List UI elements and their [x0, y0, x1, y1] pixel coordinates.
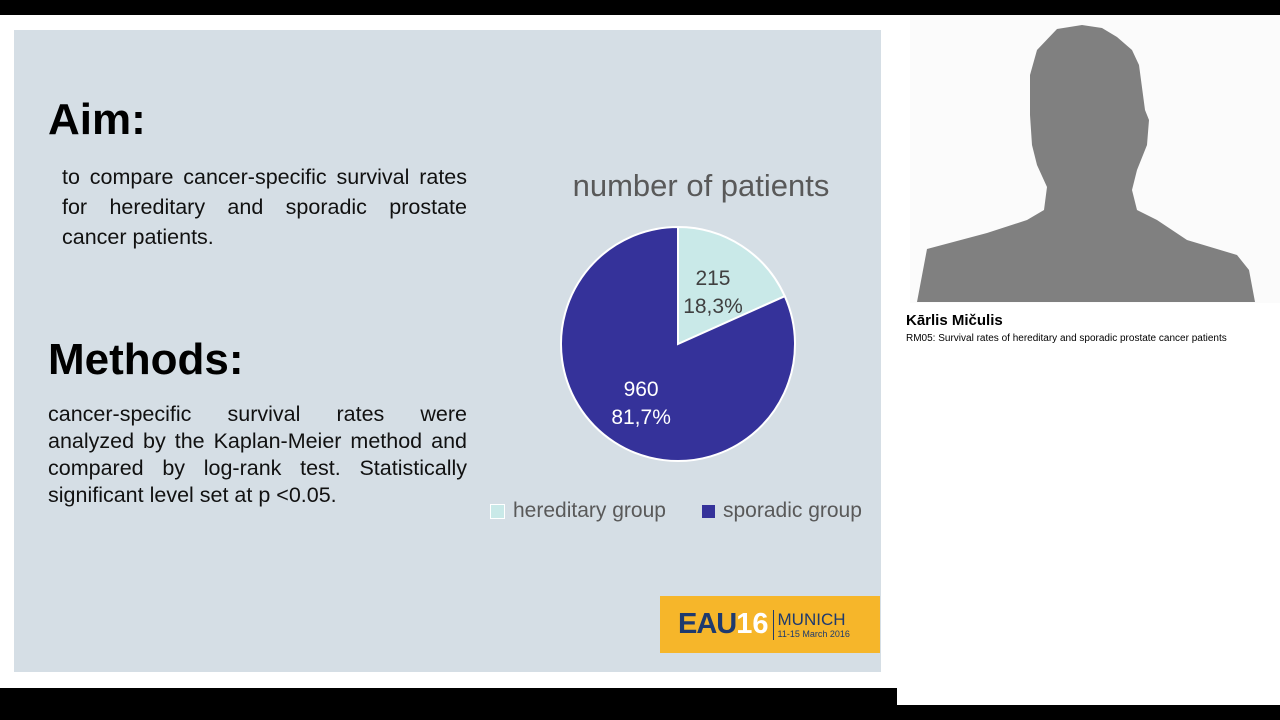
logo-city-name: MUNICH [777, 609, 846, 629]
presenter-panel [897, 15, 1280, 705]
logo-eau: EAU [678, 608, 737, 640]
logo-year: 16 [736, 608, 769, 640]
pie-slice-hereditary [677, 225, 787, 346]
logo-divider [772, 609, 774, 640]
aim-heading: Aim: [48, 95, 146, 144]
data-label-value-sporadic: 960 [624, 378, 659, 401]
logo-dates: 11-15 March 2016 [777, 628, 850, 639]
chart-title: number of patients [572, 168, 830, 203]
presenter-avatar-silhouette-icon [910, 15, 1280, 303]
methods-heading: Methods: [48, 335, 244, 384]
legend-swatch-hereditary [490, 503, 505, 519]
presenter-name: Kārlis Mičulis [906, 312, 1003, 329]
session-title: RM05: Survival rates of hereditary and s… [906, 333, 1227, 344]
legend-label-hereditary: hereditary group [513, 499, 666, 522]
logo-city: MUNICH 11-15 March 2016 [777, 609, 850, 639]
data-label-percent-hereditary: 18,3% [683, 295, 743, 318]
aim-text: to compare cancer-specific survival rate… [62, 165, 467, 249]
legend-item-hereditary: hereditary group [490, 499, 666, 523]
methods-text: cancer-specific survival rates were anal… [48, 402, 467, 507]
pie-slice-sporadic [560, 225, 796, 462]
legend-swatch-sporadic [702, 504, 715, 518]
legend-item-sporadic: sporadic group [702, 499, 862, 523]
data-label-percent-sporadic: 81,7% [611, 406, 671, 429]
eau16-logo: EAU 16 MUNICH 11-15 March 2016 [660, 596, 880, 653]
data-label-value-hereditary: 215 [695, 267, 730, 290]
legend-label-sporadic: sporadic group [723, 499, 862, 522]
